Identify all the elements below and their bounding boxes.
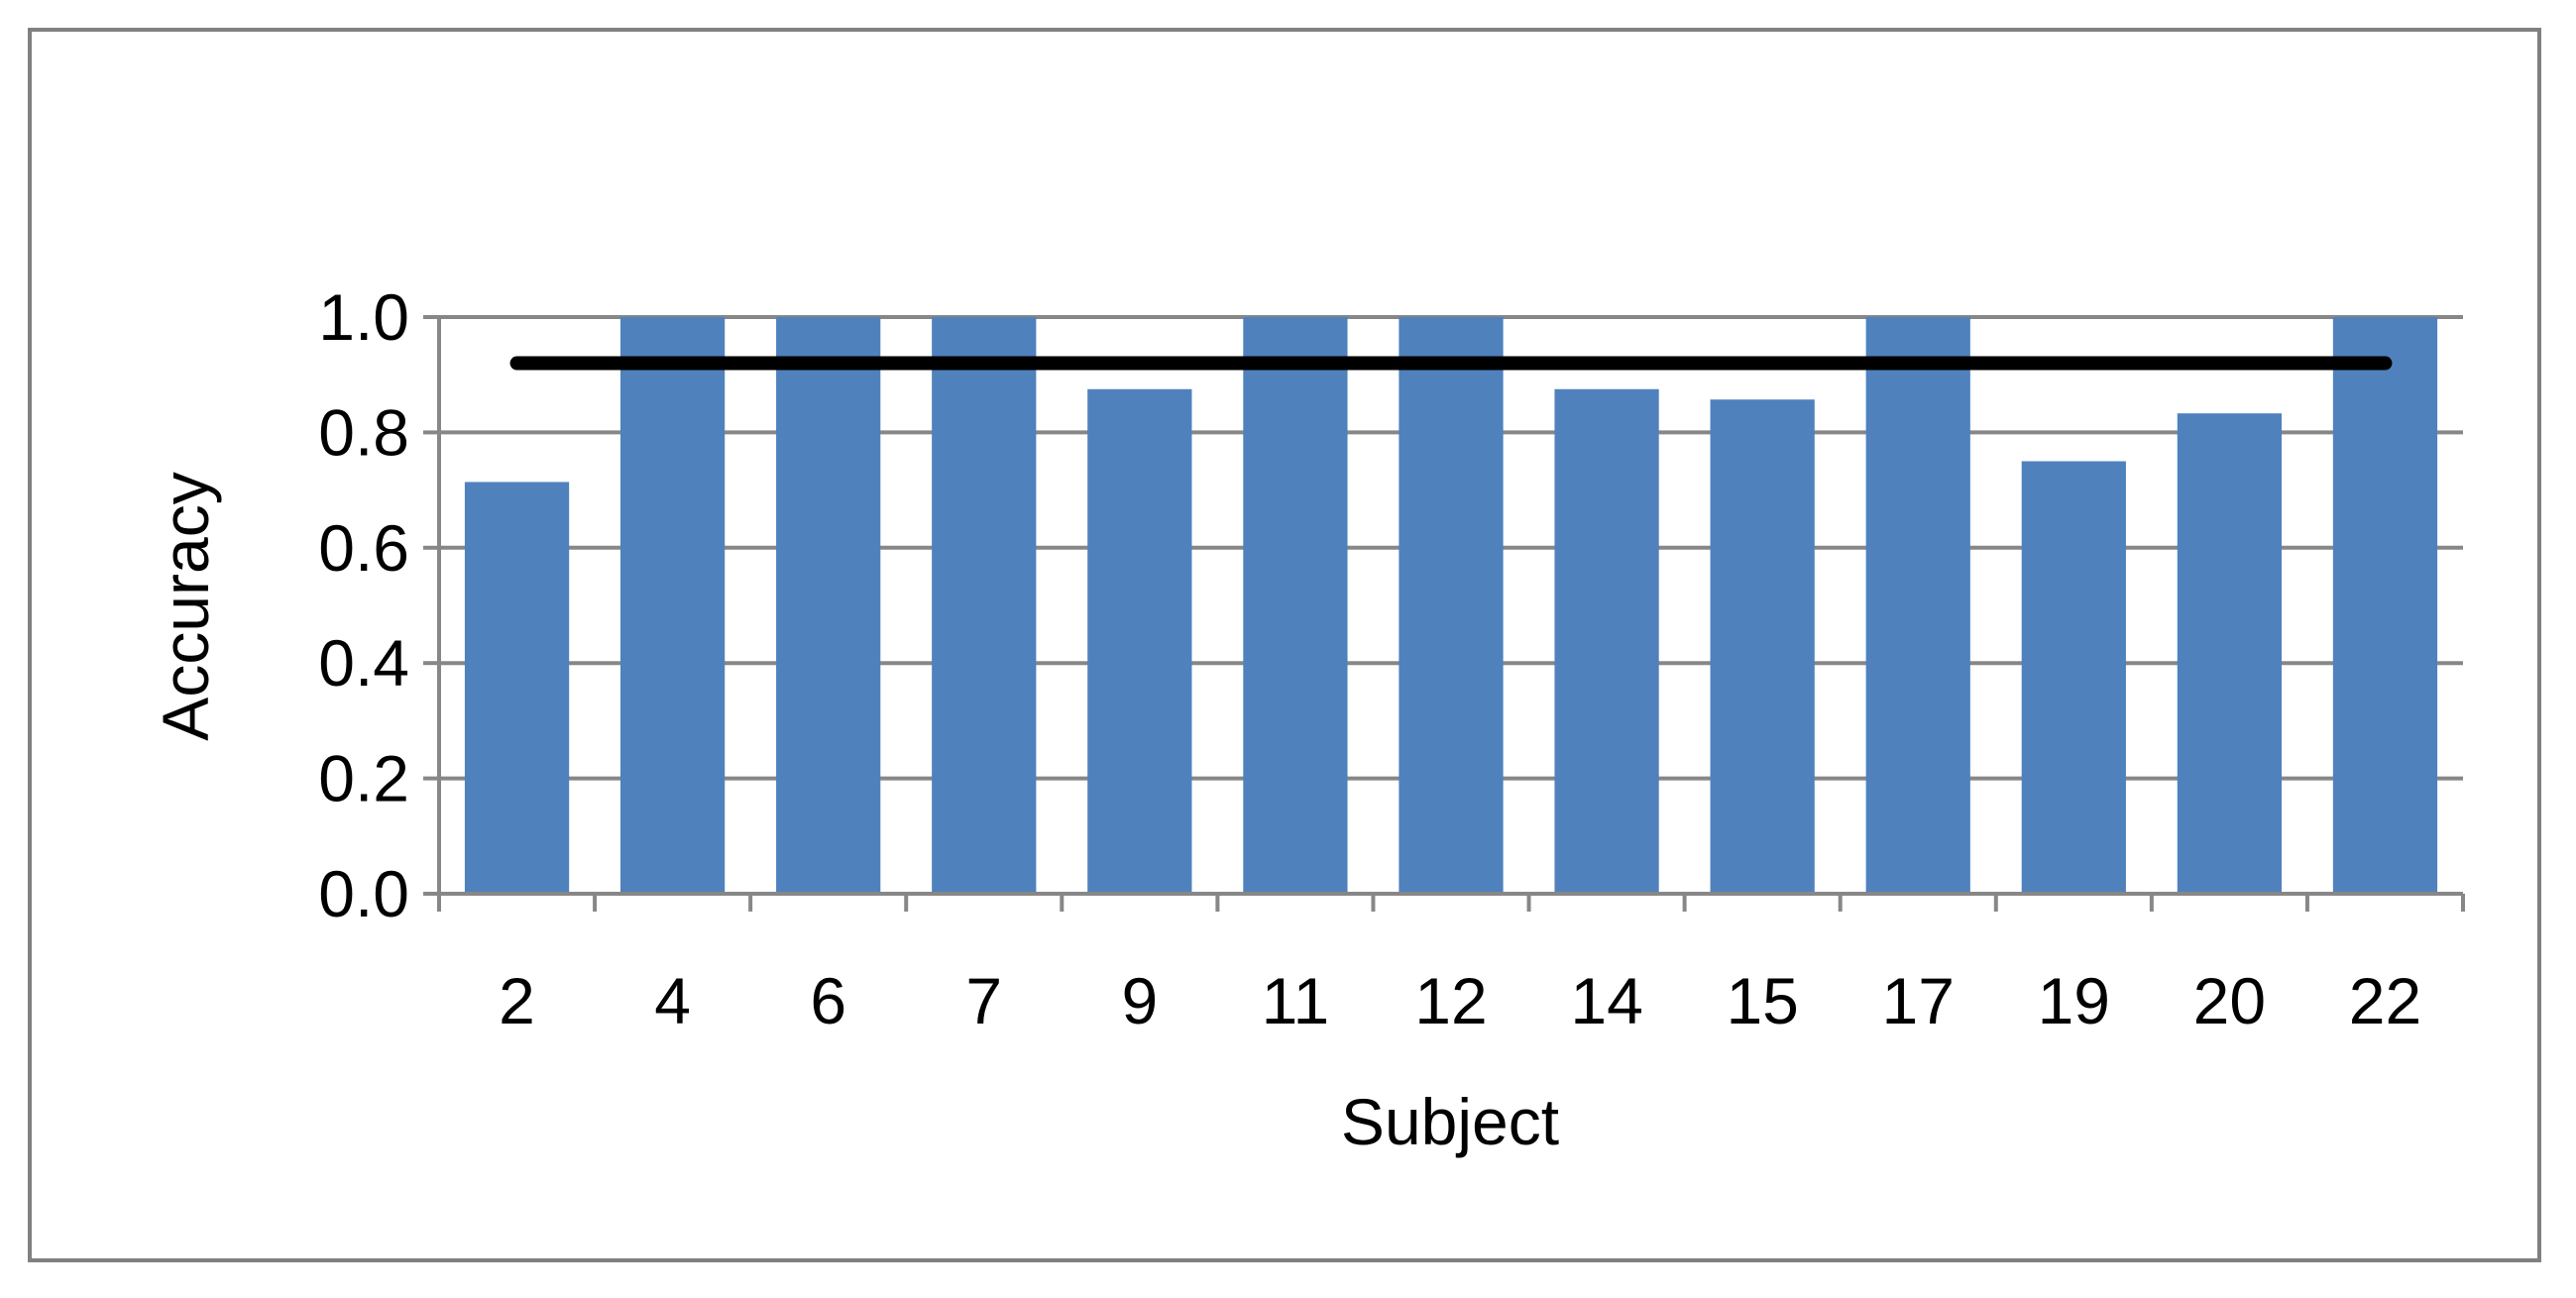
x-tick-label: 15 — [1726, 964, 1798, 1037]
bar-2 — [464, 482, 570, 894]
x-tick-label: 9 — [1121, 964, 1158, 1037]
x-tick-label: 6 — [810, 964, 846, 1037]
tick-labels: 0.0 0.2 0.4 0.6 0.8 1.0 2 4 6 7 9 11 12 14 15 17 19 20 22 — [318, 280, 2421, 1037]
bar-19 — [2021, 461, 2126, 894]
bar-12 — [1399, 317, 1504, 894]
bar-15 — [1710, 399, 1815, 894]
bar-20 — [2177, 413, 2283, 894]
bar-17 — [1865, 317, 1970, 894]
bar-7 — [932, 317, 1037, 894]
bar-14 — [1554, 388, 1659, 894]
y-axis-title: Accuracy — [149, 472, 222, 740]
x-tick-label: 19 — [2038, 964, 2110, 1037]
bar-11 — [1243, 317, 1348, 894]
x-tick-label: 2 — [499, 964, 535, 1037]
x-tick-label: 7 — [965, 964, 1002, 1037]
y-tick-label: 0.4 — [318, 626, 409, 700]
x-tick-label: 11 — [1262, 964, 1330, 1037]
x-tick-label: 17 — [1882, 964, 1955, 1037]
y-tick-label: 0.8 — [318, 395, 409, 469]
y-tick-label: 1.0 — [318, 280, 409, 354]
bars — [464, 317, 2438, 894]
y-tick-label: 0.6 — [318, 511, 409, 585]
x-tick-label: 12 — [1414, 964, 1487, 1037]
y-tick-label: 0.0 — [318, 857, 409, 930]
bar-6 — [776, 317, 881, 894]
x-tick-label: 14 — [1570, 964, 1642, 1037]
x-tick-label: 4 — [654, 964, 691, 1037]
axes — [423, 315, 2465, 912]
y-tick-label: 0.2 — [318, 742, 409, 815]
x-axis-title: Subject — [1341, 1085, 1559, 1158]
bar-9 — [1087, 388, 1192, 894]
bar-4 — [619, 317, 726, 894]
x-tick-label: 20 — [2193, 964, 2266, 1037]
bar-22 — [2332, 317, 2438, 894]
x-tick-label: 22 — [2349, 964, 2421, 1037]
